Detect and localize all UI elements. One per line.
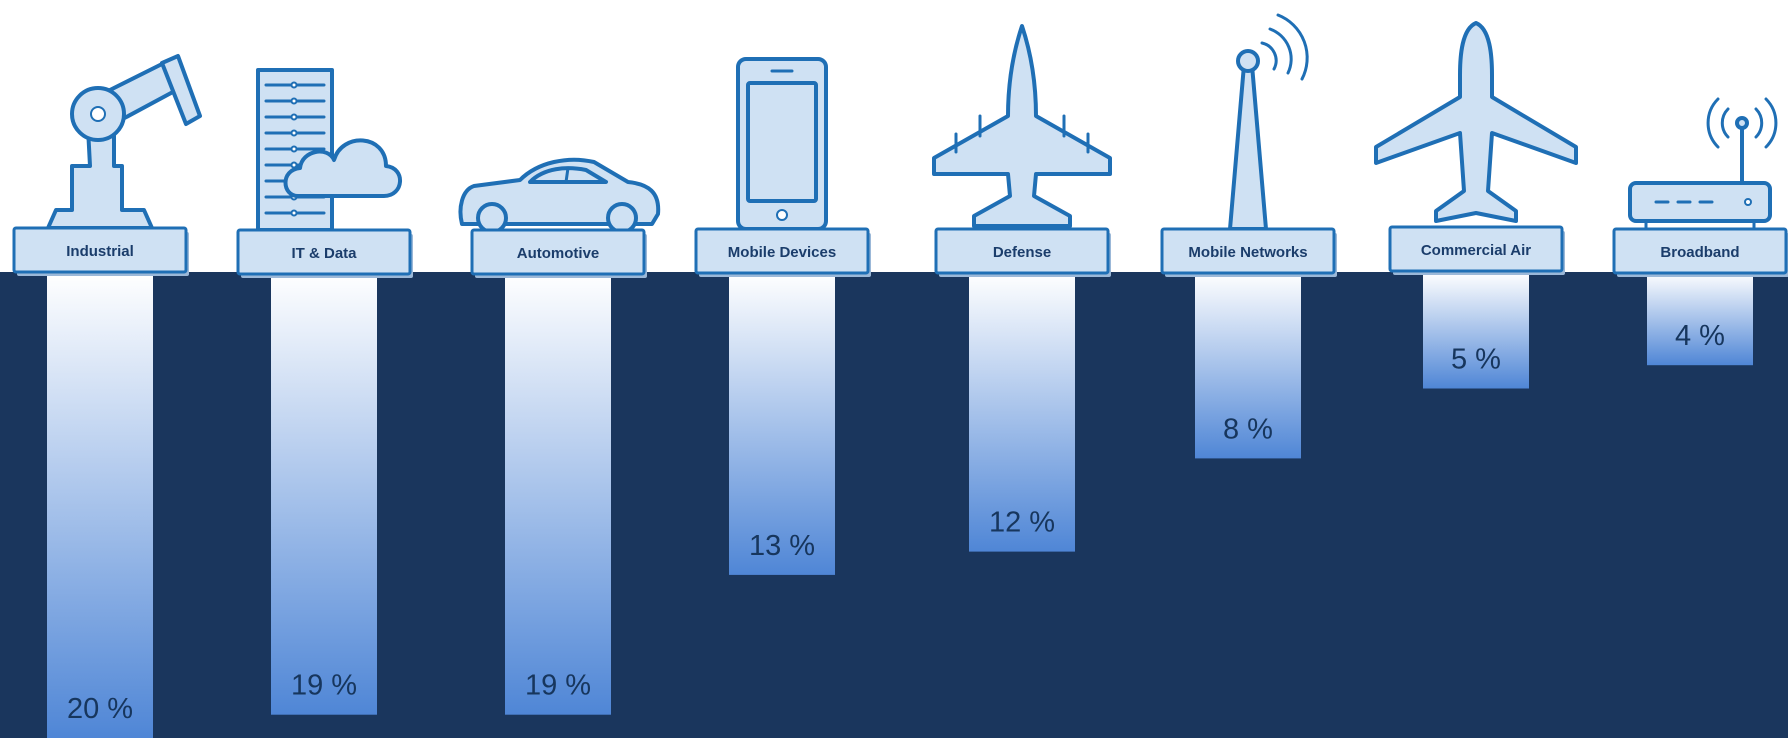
category-label-5: Mobile Networks bbox=[1188, 244, 1307, 261]
fighter-jet-icon bbox=[932, 24, 1112, 228]
car-icon bbox=[458, 157, 661, 234]
airplane-icon bbox=[1374, 21, 1578, 223]
category-plate-0 bbox=[12, 226, 189, 276]
value-label-6: 5 % bbox=[1451, 344, 1501, 376]
value-label-2: 19 % bbox=[525, 670, 591, 702]
bar-5 bbox=[1195, 272, 1301, 459]
bar-4 bbox=[969, 272, 1075, 552]
category-label-0: Industrial bbox=[66, 243, 134, 260]
bar-0 bbox=[47, 272, 153, 738]
category-label-2: Automotive bbox=[517, 245, 600, 262]
category-label-3: Mobile Devices bbox=[728, 244, 836, 261]
robot-arm-icon bbox=[46, 54, 202, 230]
bar-2 bbox=[505, 272, 611, 715]
category-plate-1 bbox=[236, 228, 413, 278]
category-plate-7 bbox=[1612, 227, 1788, 277]
bar-7 bbox=[1647, 272, 1753, 366]
category-label-6: Commercial Air bbox=[1421, 242, 1531, 259]
value-label-0: 20 % bbox=[67, 693, 133, 725]
category-plate-6 bbox=[1388, 225, 1565, 275]
value-label-7: 4 % bbox=[1675, 320, 1725, 352]
value-label-1: 19 % bbox=[291, 670, 357, 702]
router-icon bbox=[1628, 97, 1778, 231]
cell-tower-icon bbox=[1228, 13, 1309, 231]
category-plate-5 bbox=[1160, 227, 1337, 277]
category-label-7: Broadband bbox=[1660, 244, 1739, 261]
category-plate-4 bbox=[934, 227, 1111, 277]
bar-3 bbox=[729, 272, 835, 575]
value-label-5: 8 % bbox=[1223, 413, 1273, 445]
category-plate-2 bbox=[470, 228, 647, 278]
category-label-4: Defense bbox=[993, 244, 1051, 261]
smartphone-icon bbox=[736, 57, 828, 231]
server-cloud-icon bbox=[256, 68, 402, 232]
value-label-3: 13 % bbox=[749, 530, 815, 562]
bar-1 bbox=[271, 272, 377, 715]
category-label-1: IT & Data bbox=[291, 245, 357, 262]
bar-6 bbox=[1423, 272, 1529, 389]
category-plate-3 bbox=[694, 227, 871, 277]
value-label-4: 12 % bbox=[989, 507, 1055, 539]
